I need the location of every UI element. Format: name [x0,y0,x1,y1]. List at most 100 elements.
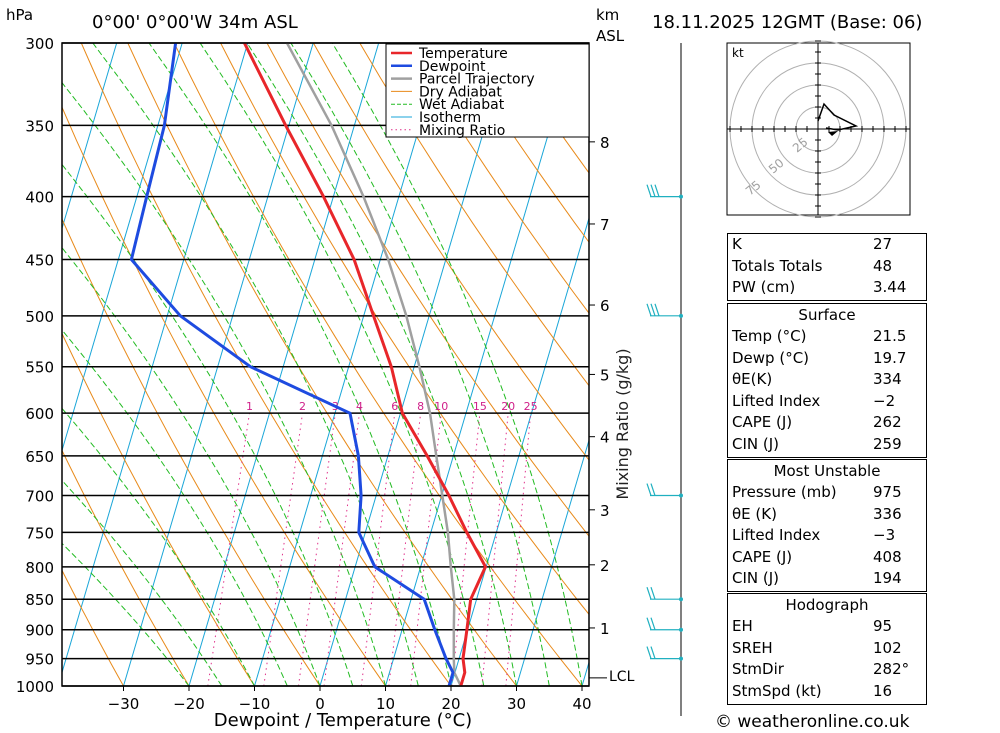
wind-barb-feather [646,587,652,600]
mixing-ratio-line [323,413,360,686]
hodograph-stat-row: StmDir 282° [728,659,926,681]
legend-entry: Mixing Ratio [419,123,505,139]
mixing-ratio-labels: 1 2 3 4 6 8 10 15 20 25 [246,400,538,413]
most-unstable-label: CIN (J) [732,569,780,587]
legend-entry: Parcel Trajectory [419,72,535,88]
legend-entry: Temperature [418,46,508,62]
mixing-ratio-value: 6 [391,400,398,413]
km-ticks: 8 7 6 5 4 3 2 1 [589,134,610,679]
mixing-ratio-axis-label: Mixing Ratio (g/kg) [613,348,632,499]
dry-adiabat-line [359,43,589,387]
pressure-label: 850 [25,591,54,609]
km-tick-label: 4 [600,429,610,447]
km-tick-label: 2 [600,557,610,575]
hodograph-stat-value: 102 [873,638,902,657]
x-tick-label: 10 [376,695,395,713]
pressure-label: 500 [25,308,54,326]
surface-label: CAPE (J) [732,413,793,431]
surface-value: 19.7 [873,348,907,367]
storm-motion-arrow [828,131,838,136]
most-unstable-table: Most Unstable Pressure (mb) 975 θE (K) 336 L… [727,459,927,592]
surface-label: Dewp (°C) [732,348,810,367]
wet-adiabat-line [62,81,386,686]
mixing-ratio-value: 1 [246,400,253,413]
surface-value: 21.5 [873,327,907,345]
isotherm-line [62,43,249,675]
wind-barb-feather [650,587,656,600]
wind-barb-dot [679,597,683,602]
wind-barb-feather [646,184,652,197]
x-tick-label: 30 [507,695,526,713]
wet-adiabat-line [62,163,354,686]
pressure-label: 650 [25,448,54,466]
isotherm-line [516,438,589,686]
km-tick-label: 6 [600,297,610,315]
surface-row: θE(K) 334 [728,369,926,391]
dry-adiabat-line [405,43,589,314]
surface-value: 262 [873,413,902,431]
most-unstable-label: CAPE (J) [732,547,793,566]
hodograph-stat-label: StmDir [732,660,784,678]
pressure-label: 1000 [16,678,54,696]
most-unstable-label: Pressure (mb) [732,483,837,501]
wind-barb-feather [654,303,660,317]
hodograph-stat-row: StmSpd (kt) 16 [728,681,926,703]
hodograph-stat-label: SREH [732,638,773,657]
dry-adiabat-line [917,43,1000,686]
most-unstable-value: 194 [873,569,902,587]
surface-label: Lifted Index [732,391,821,410]
mixing-ratio-line [388,413,422,686]
legend-entry: Isotherm [419,110,481,126]
surface-label: θE(K) [732,370,773,388]
dry-adiabat-line [127,43,517,686]
most-unstable-label: Lifted Index [732,526,821,544]
x-axis-ticks: −30 −20 −10 0 10 20 30 40 [108,686,592,713]
wind-barb-feather [646,303,652,317]
x-tick-label: 0 [315,695,325,713]
hodograph-stat-row: SREH 102 [728,638,926,660]
surface-row: Lifted Index −2 [728,391,926,413]
km-tick-label: 1 [600,620,610,638]
isotherm-line [188,43,380,686]
km-tick-label: 3 [600,502,610,520]
pressure-label: 900 [25,622,54,640]
wind-barb-dot [679,627,683,632]
wind-barb-feather [650,303,656,317]
surface-value: 334 [873,370,902,388]
pressure-label: 800 [25,559,54,577]
mixing-ratio-line [207,413,250,686]
pressure-label: 350 [25,117,54,135]
hodograph-stat-label: EH [732,617,753,635]
legend-entry: Dry Adiabat [419,84,502,100]
isotherm-line [62,43,118,231]
most-unstable-title: Most Unstable [773,462,881,480]
dry-adiabat-line [62,569,124,686]
x-axis-label: Dewpoint / Temperature (°C) [214,710,472,731]
surface-label: Temp (°C) [732,327,807,345]
x-tick-label: −10 [239,695,271,713]
isotherm-line [62,43,183,453]
hodograph-stat-value: 95 [873,617,893,635]
hodograph-unit: kt [732,46,744,60]
wind-barb-dot [679,493,683,498]
pressure-label: 300 [25,35,54,53]
most-unstable-row: Lifted Index −3 [728,525,926,547]
plot-frame [61,42,590,687]
profiles [129,43,487,686]
legend-entry: Wet Adiabat [419,97,505,113]
wet-adiabat-line [62,407,255,686]
km-tick-label: 5 [600,366,610,384]
surface-value: −2 [873,391,896,410]
pressure-label: 700 [25,488,54,506]
index-row-totals: Totals Totals 48 [732,256,893,275]
wind-barb-feather [654,184,660,197]
mixing-ratio-value: 8 [417,400,424,413]
isotherm-line [319,43,511,686]
dry-adiabat-line [963,43,1000,686]
location-title: 0°00' 0°00'W 34m ASL [92,12,298,33]
wind-barb-feather [650,617,656,630]
mixing-ratio-value: 15 [473,400,487,413]
mixing-ratio-value: 2 [299,400,306,413]
